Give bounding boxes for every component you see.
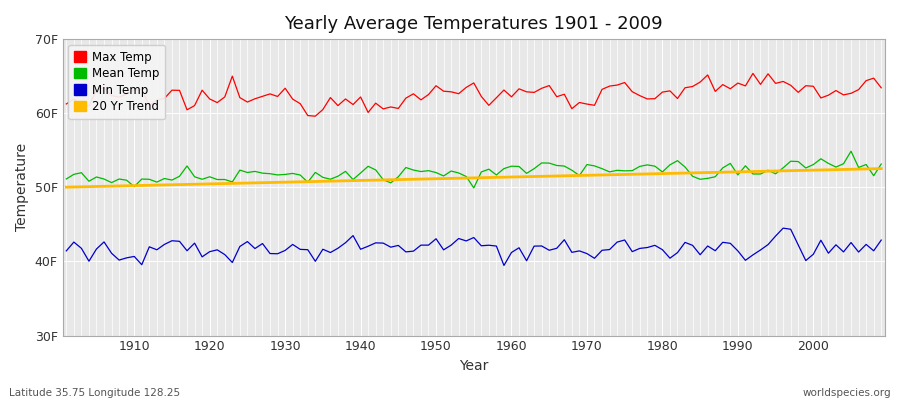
Text: worldspecies.org: worldspecies.org — [803, 388, 891, 398]
X-axis label: Year: Year — [459, 359, 489, 373]
Title: Yearly Average Temperatures 1901 - 2009: Yearly Average Temperatures 1901 - 2009 — [284, 15, 663, 33]
Legend: Max Temp, Mean Temp, Min Temp, 20 Yr Trend: Max Temp, Mean Temp, Min Temp, 20 Yr Tre… — [68, 45, 166, 119]
Y-axis label: Temperature: Temperature — [15, 143, 29, 231]
Text: Latitude 35.75 Longitude 128.25: Latitude 35.75 Longitude 128.25 — [9, 388, 180, 398]
